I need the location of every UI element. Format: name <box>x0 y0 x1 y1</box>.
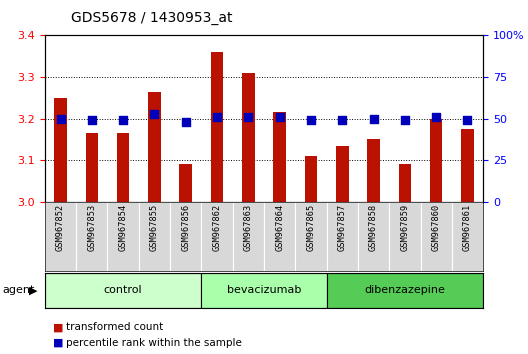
Bar <box>76 202 108 271</box>
Point <box>338 118 346 123</box>
Bar <box>148 92 161 202</box>
Point <box>432 114 440 120</box>
Bar <box>399 164 411 202</box>
Point <box>370 116 378 121</box>
Point <box>276 114 284 120</box>
Text: GSM967865: GSM967865 <box>306 204 315 251</box>
Bar <box>264 202 295 271</box>
Point <box>88 118 96 123</box>
Text: GSM967855: GSM967855 <box>150 204 159 251</box>
Bar <box>86 133 98 202</box>
Text: bevacizumab: bevacizumab <box>227 285 301 295</box>
Text: GSM967854: GSM967854 <box>119 204 128 251</box>
Point <box>307 118 315 123</box>
Bar <box>211 52 223 202</box>
Point <box>150 111 158 116</box>
Bar <box>201 273 327 308</box>
Bar <box>54 98 67 202</box>
Bar <box>108 202 139 271</box>
Bar <box>45 273 201 308</box>
Text: GDS5678 / 1430953_at: GDS5678 / 1430953_at <box>71 11 233 25</box>
Text: GSM967858: GSM967858 <box>369 204 378 251</box>
Bar <box>45 202 76 271</box>
Bar <box>233 202 264 271</box>
Text: dibenzazepine: dibenzazepine <box>364 285 445 295</box>
Text: GSM967863: GSM967863 <box>244 204 253 251</box>
Bar <box>201 202 233 271</box>
Text: percentile rank within the sample: percentile rank within the sample <box>66 338 242 348</box>
Bar <box>274 112 286 202</box>
Text: GSM967862: GSM967862 <box>213 204 222 251</box>
Text: GSM967852: GSM967852 <box>56 204 65 251</box>
Point <box>213 114 221 120</box>
Text: GSM967861: GSM967861 <box>463 204 472 251</box>
Bar <box>336 145 348 202</box>
Bar <box>305 156 317 202</box>
Text: control: control <box>104 285 143 295</box>
Text: GSM967856: GSM967856 <box>181 204 190 251</box>
Point <box>244 114 252 120</box>
Bar <box>367 139 380 202</box>
Bar <box>327 273 483 308</box>
Point <box>401 118 409 123</box>
Text: GSM967864: GSM967864 <box>275 204 284 251</box>
Text: GSM967857: GSM967857 <box>338 204 347 251</box>
Text: transformed count: transformed count <box>66 322 163 332</box>
Bar <box>358 202 389 271</box>
Text: ▶: ▶ <box>29 285 37 295</box>
Bar <box>295 202 327 271</box>
Text: GSM967860: GSM967860 <box>432 204 441 251</box>
Bar <box>139 202 170 271</box>
Bar <box>389 202 420 271</box>
Point <box>463 118 472 123</box>
Bar <box>461 129 474 202</box>
Bar <box>180 164 192 202</box>
Bar <box>327 202 358 271</box>
Bar <box>117 133 129 202</box>
Bar <box>452 202 483 271</box>
Text: GSM967853: GSM967853 <box>87 204 96 251</box>
Text: ■: ■ <box>53 338 63 348</box>
Text: GSM967859: GSM967859 <box>400 204 409 251</box>
Text: ■: ■ <box>53 322 63 332</box>
Bar <box>170 202 201 271</box>
Bar <box>430 119 442 202</box>
Point <box>56 116 65 121</box>
Point <box>182 119 190 125</box>
Text: agent: agent <box>3 285 35 295</box>
Point <box>119 118 127 123</box>
Bar <box>242 73 254 202</box>
Bar <box>420 202 452 271</box>
